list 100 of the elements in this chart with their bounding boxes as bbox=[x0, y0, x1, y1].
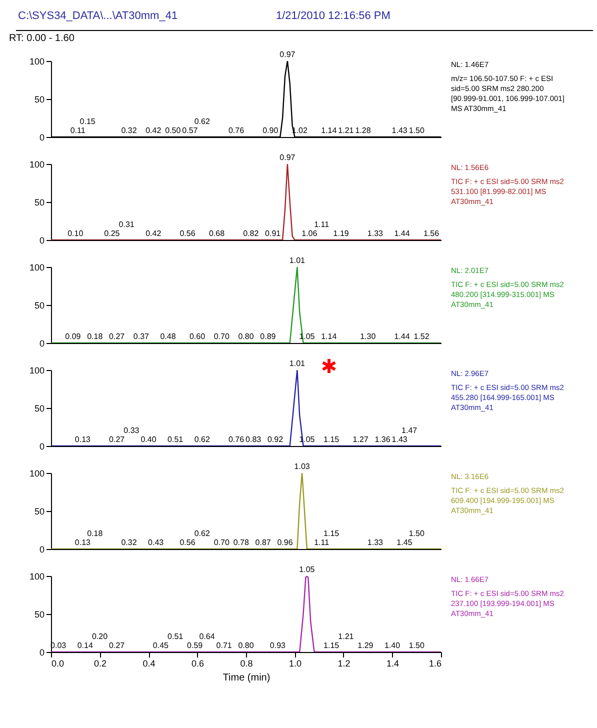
annotation: 1.27 bbox=[352, 435, 369, 444]
annotation: 0.70 bbox=[214, 538, 230, 547]
annotation: 0.56 bbox=[180, 538, 196, 547]
y-tick-label: 0 bbox=[39, 236, 44, 246]
annotation: 0.13 bbox=[74, 538, 92, 547]
annotation: 1.44 bbox=[394, 229, 410, 238]
annotation: 0.14 bbox=[77, 641, 94, 650]
annotation: 0.64 bbox=[199, 632, 216, 641]
annotation: 0.82 bbox=[243, 229, 260, 238]
y-tick-label: 50 bbox=[34, 610, 44, 620]
annotation: 1.21 bbox=[338, 632, 354, 641]
x-tick-label: 1.2 bbox=[338, 658, 350, 668]
annotation: 1.50 bbox=[408, 641, 425, 650]
annotation: 0.62 bbox=[194, 435, 210, 444]
y-tick-label: 100 bbox=[29, 160, 44, 170]
annotation: 1.36 bbox=[374, 435, 391, 444]
annotation: 0.76 bbox=[228, 126, 245, 135]
y-tick-label: 100 bbox=[29, 366, 44, 376]
annotation: 1.11 bbox=[314, 220, 330, 229]
annotation: 0.27 bbox=[109, 641, 126, 650]
y-tick-label: 100 bbox=[29, 262, 44, 272]
annotation: 0.32 bbox=[121, 126, 138, 135]
annotation: 1.14 bbox=[321, 126, 338, 135]
y-tick-label: 50 bbox=[34, 198, 44, 208]
annotation: 0.51 bbox=[168, 435, 184, 444]
y-tick-label: 100 bbox=[29, 56, 44, 66]
x-tick-label: 0.6 bbox=[191, 658, 204, 668]
annotation: 1.15 bbox=[324, 435, 340, 444]
annotation: 0.27 bbox=[109, 332, 126, 341]
annotation: 1.28 bbox=[355, 126, 372, 135]
annotation: 0.18 bbox=[87, 332, 104, 341]
annotation: 1.33 bbox=[367, 538, 384, 547]
annotation: 1.43 bbox=[392, 126, 408, 135]
y-tick-label: 50 bbox=[34, 404, 44, 414]
x-tick-label: 1.4 bbox=[386, 658, 400, 668]
annotation: 0.32 bbox=[121, 538, 138, 547]
annotation: 1.30 bbox=[360, 332, 376, 341]
y-tick-label: 0 bbox=[39, 442, 44, 452]
annotation: 0.70 bbox=[214, 332, 230, 341]
annotation: 1.56 bbox=[423, 229, 440, 238]
annotation: 1.50 bbox=[408, 529, 425, 538]
annotation: 1.45 bbox=[396, 538, 413, 547]
annotation: 0.62 bbox=[194, 117, 210, 126]
annotation: 0.80 bbox=[238, 641, 254, 650]
annotation: 1.14 bbox=[321, 332, 338, 341]
y-tick-label: 0 bbox=[39, 648, 44, 658]
annotation: 0.40 bbox=[140, 435, 157, 444]
annotation: 1.03 bbox=[294, 462, 310, 471]
annotation: 0.57 bbox=[182, 126, 198, 135]
annotation: 0.96 bbox=[277, 538, 294, 547]
annotation: 0.48 bbox=[160, 332, 176, 341]
annotation: 0.42 bbox=[146, 126, 162, 135]
y-tick-label: 100 bbox=[29, 572, 44, 582]
annotation: 0.60 bbox=[189, 332, 206, 341]
annotation: 0.09 bbox=[65, 332, 82, 341]
annotation: 0.59 bbox=[187, 641, 204, 650]
annotation: 1.15 bbox=[324, 641, 340, 650]
annotation: 1.47 bbox=[402, 426, 418, 435]
y-tick-label: 50 bbox=[34, 506, 44, 516]
annotation: 0.68 bbox=[208, 229, 226, 238]
annotation: 1.50 bbox=[408, 126, 425, 135]
annotation: 1.11 bbox=[314, 538, 330, 547]
x-tick-label: 1.0 bbox=[288, 658, 302, 668]
chart-title: C:\SYS34_DATA\...\AT30mm_41 bbox=[18, 10, 178, 22]
annotation: 1.52 bbox=[414, 332, 430, 341]
annotation: 0.97 bbox=[280, 50, 296, 59]
x-tick-label: 0.0 bbox=[52, 658, 64, 668]
y-tick-label: 0 bbox=[39, 544, 44, 554]
annotation: 0.89 bbox=[260, 332, 276, 341]
annotation: 1.21 bbox=[338, 126, 354, 135]
y-tick-label: 50 bbox=[34, 94, 44, 104]
annotation: 0.91 bbox=[265, 229, 282, 238]
annotation: 0.90 bbox=[262, 126, 279, 135]
annotation: 1.40 bbox=[384, 641, 401, 650]
annotation: 1.43 bbox=[392, 435, 408, 444]
x-tick-label: 0.8 bbox=[240, 658, 253, 668]
annotation: 0.56 bbox=[180, 229, 196, 238]
annotation: 0.83 bbox=[246, 435, 262, 444]
y-tick-label: 50 bbox=[34, 300, 44, 310]
annotation: 1.29 bbox=[358, 641, 374, 650]
annotation: 0.25 bbox=[104, 229, 120, 238]
x-axis-title: Time (min) bbox=[222, 672, 270, 684]
chart-subtitle: 1/21/2010 12:16:56 PM bbox=[276, 10, 390, 22]
text: RT: 0.00 - 1.60 bbox=[8, 33, 75, 44]
annotation: 0.43 bbox=[148, 538, 164, 547]
annotation: 1.06 bbox=[302, 229, 318, 238]
annotation: 0.42 bbox=[146, 229, 162, 238]
annotation: 0.18 bbox=[87, 529, 104, 538]
annotation: 1.15 bbox=[324, 529, 340, 538]
x-tick-label: 1.6 bbox=[428, 658, 442, 668]
annotation: 0.15 bbox=[80, 117, 96, 126]
annotation: 0.20 bbox=[92, 632, 108, 641]
annotation: 0.71 bbox=[216, 641, 232, 650]
annotation: 0.92 bbox=[267, 435, 284, 444]
annotation: 0.27 bbox=[109, 435, 126, 444]
annotation: 0.76 bbox=[228, 435, 245, 444]
y-tick-label: 100 bbox=[29, 468, 44, 478]
annotation: 0.80 bbox=[238, 332, 254, 341]
annotation: 0.10 bbox=[68, 229, 84, 238]
annotation: 1.44 bbox=[394, 332, 410, 341]
